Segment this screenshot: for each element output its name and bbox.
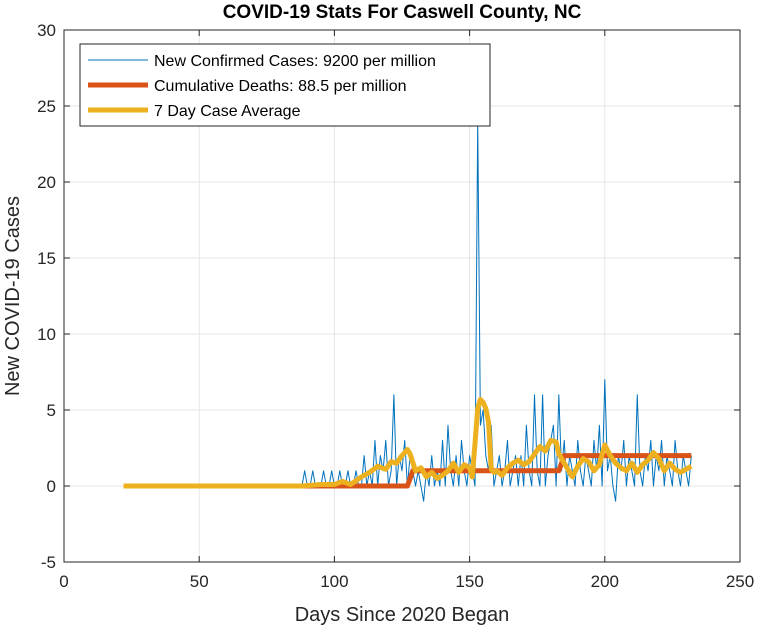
x-tick-label: 0 [59,572,68,591]
y-axis-label: New COVID-19 Cases [2,196,24,396]
legend-label-new-cases: New Confirmed Cases: 9200 per million [154,53,436,70]
plot-box [63,29,741,563]
legend-label-cumulative-deaths: Cumulative Deaths: 88.5 per million [154,78,407,95]
y-tick-label: 25 [37,97,56,116]
y-tick-label: 0 [47,477,56,496]
series-cumulative-deaths [301,453,692,489]
y-tick-label: 5 [47,401,56,420]
x-tick-label: 50 [190,572,209,591]
x-tick-label: 200 [591,572,619,591]
x-tick-label: 100 [320,572,348,591]
legend-label-7-day-average: 7 Day Case Average [154,103,301,120]
y-tick-label: 30 [37,21,56,40]
x-axis-label: Days Since 2020 Began [295,604,510,626]
y-tick-label: 20 [37,173,56,192]
x-tick-label: 250 [726,572,754,591]
y-tick-label: -5 [41,553,56,572]
series-7-day-average [123,396,693,489]
legend-box [79,43,491,127]
legend: New Confirmed Cases: 9200 per million Cu… [79,43,491,127]
chart-title: COVID-19 Stats For Caswell County, NC [223,2,582,23]
x-axis-ticks: 0 50 100 150 200 250 [59,30,754,591]
y-tick-label: 15 [37,249,56,268]
y-tick-label: 10 [37,325,56,344]
series-layer [123,120,693,502]
x-tick-label: 150 [455,572,483,591]
y-axis-ticks: -5 0 5 10 15 20 25 30 [37,21,740,572]
